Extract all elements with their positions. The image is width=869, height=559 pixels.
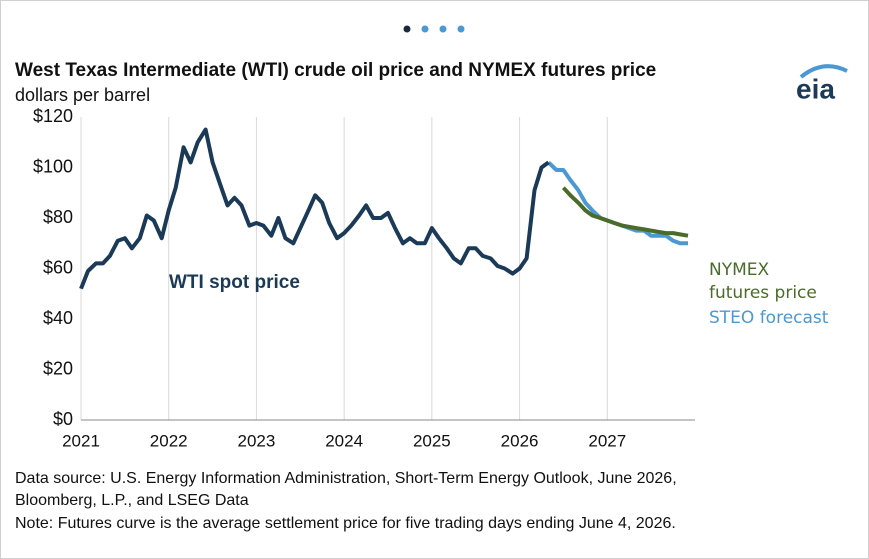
chart-title: West Texas Intermediate (WTI) crude oil … — [15, 60, 656, 81]
x-tick-label: 2025 — [413, 431, 451, 450]
x-tick-label: 2024 — [325, 431, 363, 450]
y-tick-label: $60 — [43, 257, 73, 277]
chart-subtitle: dollars per barrel — [15, 85, 150, 105]
series-line — [561, 186, 689, 238]
x-tick-label: 2021 — [62, 431, 100, 450]
logo-swoosh — [799, 64, 848, 79]
page-dot[interactable] — [421, 25, 429, 33]
x-tick-label: 2026 — [501, 431, 539, 450]
source: Data source: U.S. Energy Information Adm… — [15, 470, 677, 487]
x-tick-label: 2023 — [238, 431, 276, 450]
y-tick-label: $20 — [43, 358, 73, 378]
series-label: STEO forecast — [709, 308, 829, 328]
series-line — [79, 127, 550, 290]
series-label: WTI spot price — [169, 272, 300, 293]
y-tick-label: $120 — [33, 106, 73, 126]
y-tick-label: $40 — [43, 308, 73, 328]
page-dot[interactable] — [439, 25, 447, 33]
y-tick-label: $0 — [53, 409, 73, 429]
series-label: NYMEX futures price — [709, 260, 817, 303]
page-dot[interactable] — [403, 25, 411, 33]
page-dot[interactable] — [457, 25, 465, 33]
y-tick-label: $80 — [43, 207, 73, 227]
x-tick-label: 2027 — [588, 431, 626, 450]
x-tick-label: 2022 — [150, 431, 188, 450]
logo: eia — [796, 73, 835, 104]
note: Note: Futures curve is the average settl… — [15, 515, 676, 532]
y-tick-label: $100 — [33, 156, 73, 176]
source: Bloomberg, L.P., and LSEG Data — [15, 492, 249, 509]
